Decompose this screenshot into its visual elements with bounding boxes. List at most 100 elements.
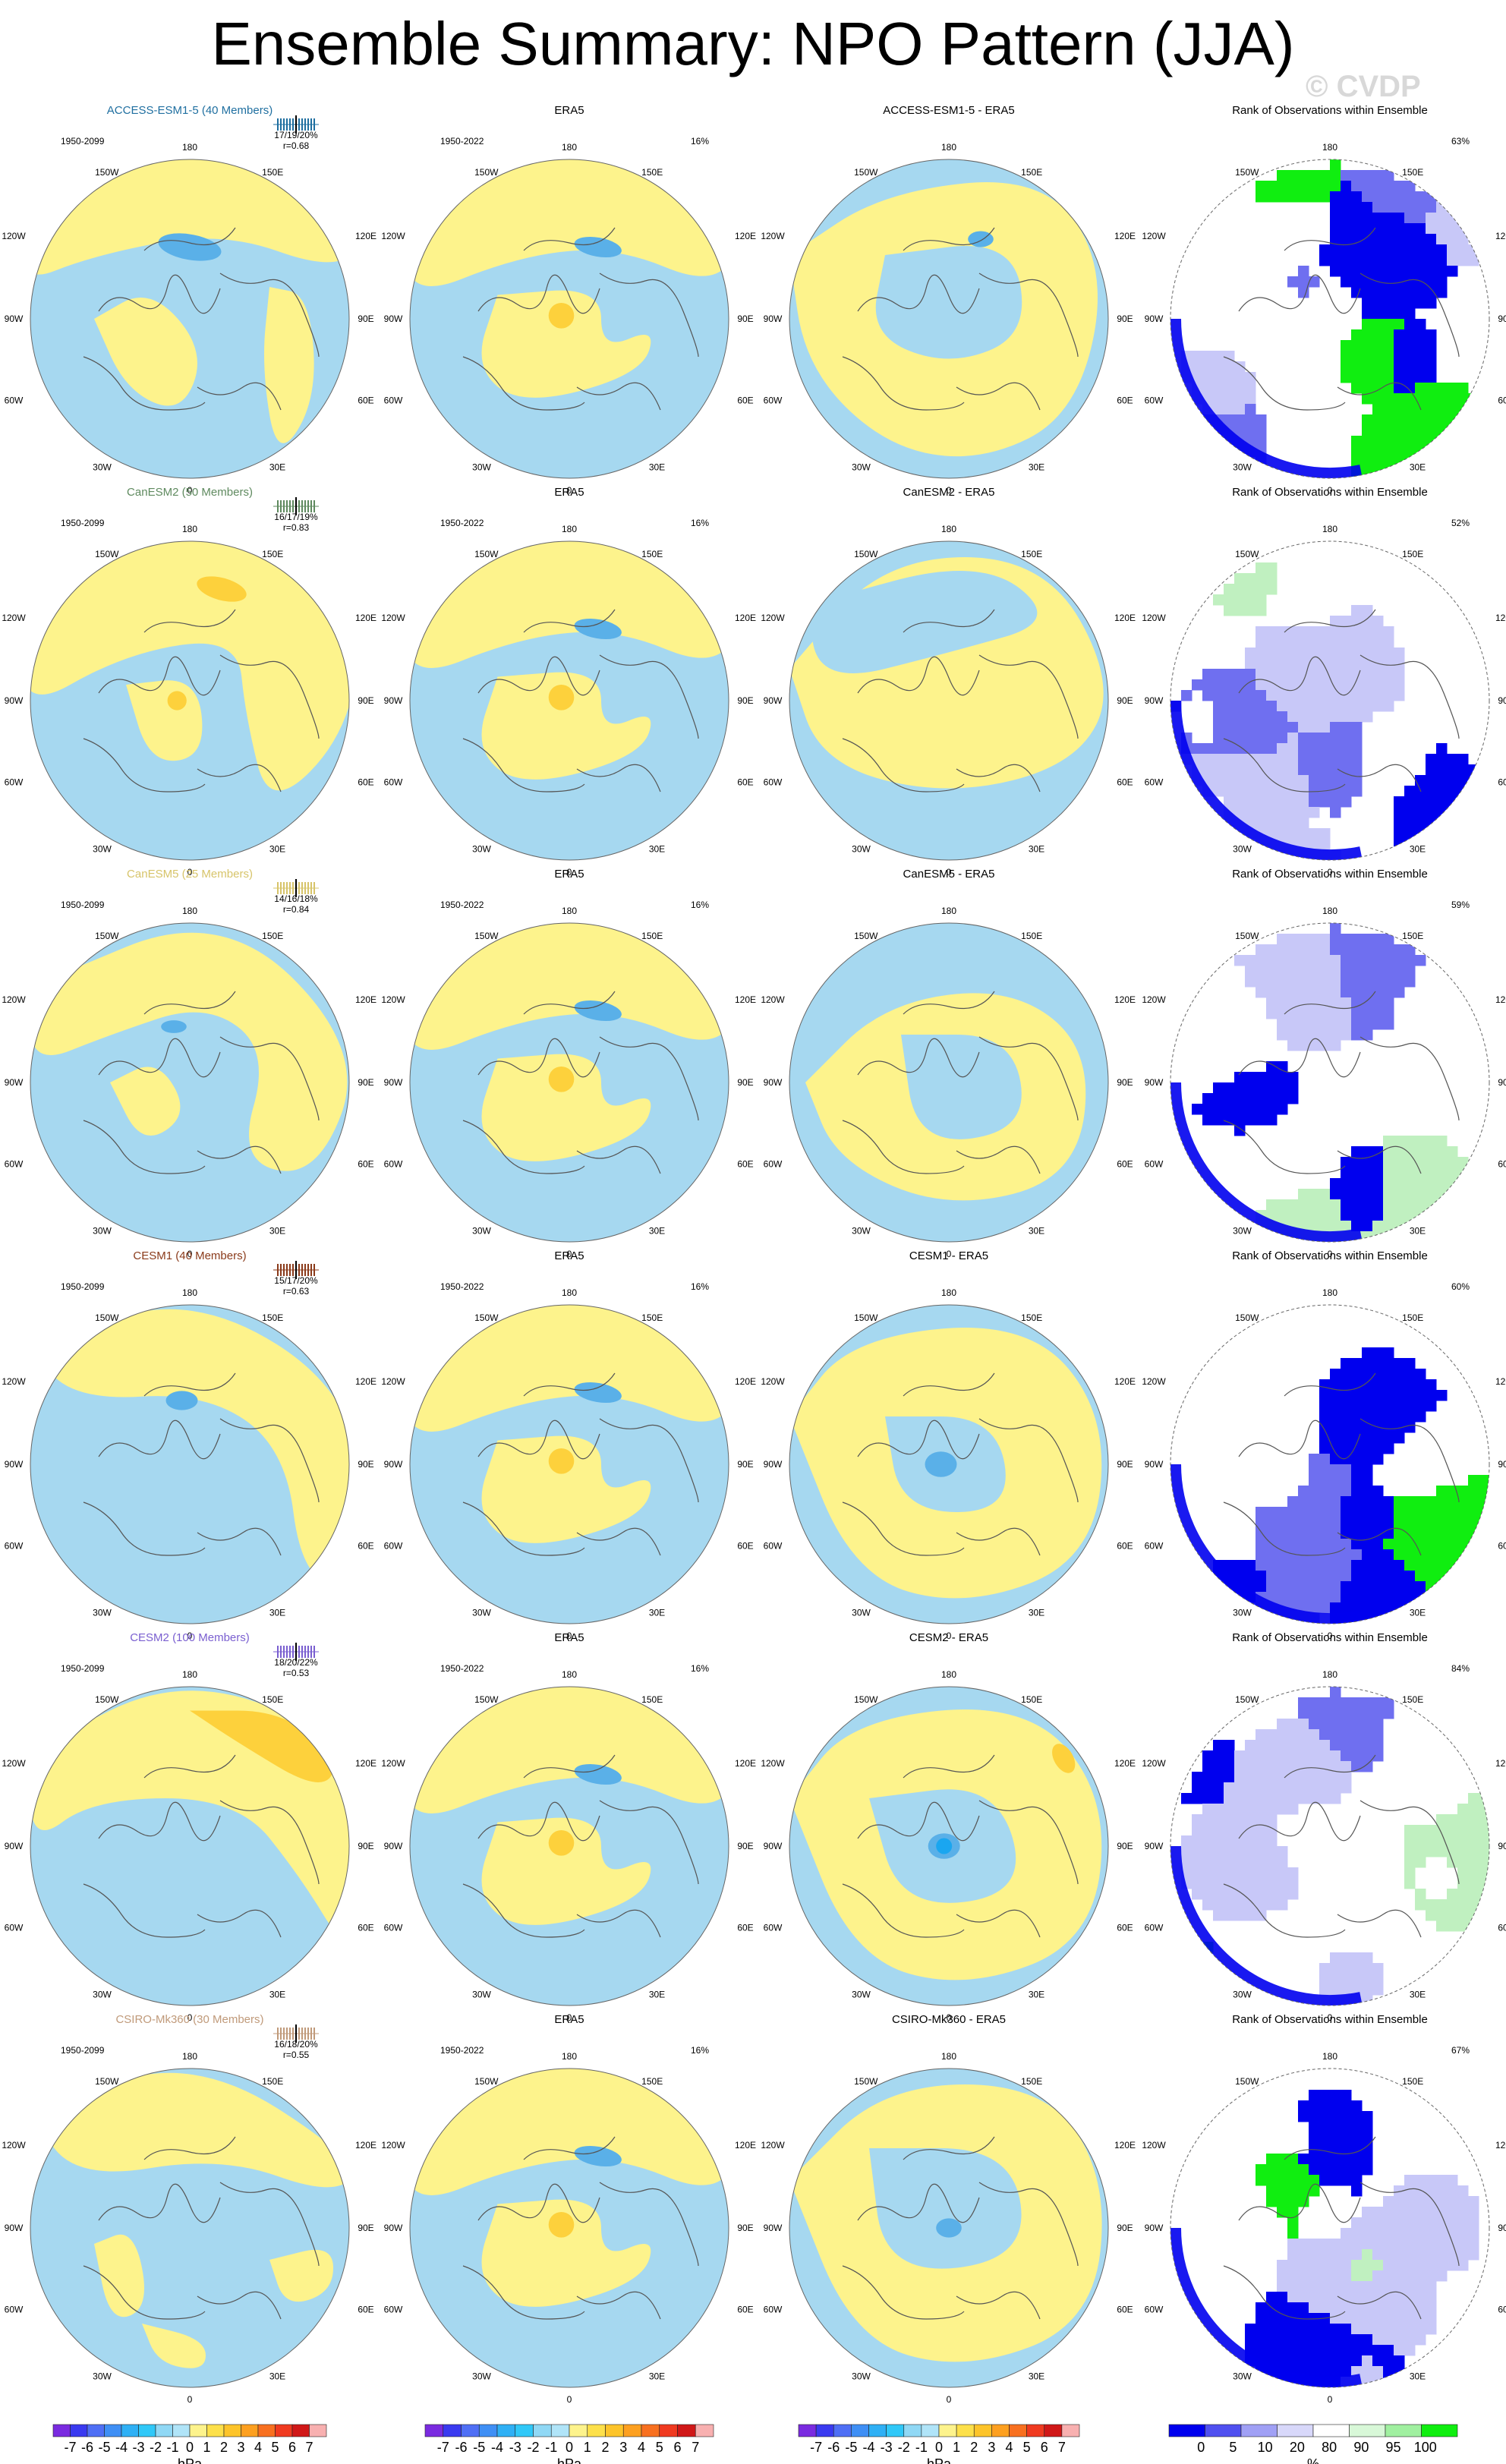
lon-label: 0 <box>1328 1631 1333 1641</box>
lon-label: 60W <box>384 1158 403 1169</box>
colorbar-swatch <box>1009 2424 1027 2437</box>
colorbar-tick: 5 <box>1023 2440 1031 2455</box>
lon-label: 0 <box>947 1249 952 1259</box>
lon-label: 180 <box>941 906 956 916</box>
lon-label: 30W <box>472 844 491 855</box>
lon-label: 60W <box>5 1922 24 1933</box>
lon-label: 120E <box>1114 1758 1136 1769</box>
colorbar-tick: 95 <box>1386 2440 1401 2455</box>
lon-label: 120E <box>735 613 756 623</box>
lon-label: 90E <box>1117 1459 1133 1470</box>
lon-label: 90W <box>1145 2223 1164 2233</box>
rank-map-row-2: 180 150W 150E 120W 120E 90W 90E 60W 60E 30W 30E 0 <box>1142 906 1506 1259</box>
colorbar-swatch <box>956 2424 975 2437</box>
lon-label: 60E <box>1498 1922 1506 1933</box>
colorbar-swatch <box>52 2424 71 2437</box>
lon-label: 90E <box>1117 1077 1133 1088</box>
lon-label: 30E <box>649 844 665 855</box>
model-spread: 15/17/20% <box>274 1275 318 1286</box>
colorbar-swatch <box>659 2424 678 2437</box>
lon-label: 90E <box>1498 695 1506 706</box>
lon-label: 60W <box>764 395 783 405</box>
lon-label: 60W <box>1145 1540 1164 1551</box>
model-title: CanESM5 (25 Members) <box>127 868 253 881</box>
obs-period: 1950-2022 <box>440 1281 484 1292</box>
lon-label: 30E <box>1029 1608 1044 1618</box>
lon-label: 30W <box>852 462 871 473</box>
lon-label: 90W <box>384 2223 403 2233</box>
lon-label: 0 <box>187 867 193 878</box>
lon-label: 180 <box>1322 906 1337 916</box>
colorbar-tick: 7 <box>305 2440 313 2455</box>
lon-label: 60E <box>1117 1922 1133 1933</box>
lon-label: 90W <box>764 1841 783 1851</box>
colorbar-swatch <box>569 2424 588 2437</box>
lon-label: 150W <box>854 931 878 941</box>
rank-map-row-0: 180 150W 150E 120W 120E 90W 90E 60W 60E 30W 30E 0 <box>1142 142 1506 496</box>
lon-label: 150E <box>1021 2076 1042 2087</box>
colorbar-tick: 3 <box>237 2440 244 2455</box>
lon-label: 120W <box>1142 231 1166 241</box>
lon-label: 150E <box>262 2076 283 2087</box>
lon-label: 180 <box>1322 1287 1337 1298</box>
lon-label: 90W <box>1145 1841 1164 1851</box>
colorbar-tick: -2 <box>898 2440 910 2455</box>
colorbar-tick: 6 <box>673 2440 681 2455</box>
lon-label: 60E <box>1498 395 1506 405</box>
lon-label: 60W <box>384 395 403 405</box>
lon-label: 90E <box>358 314 373 324</box>
lon-label: 120E <box>735 1758 756 1769</box>
colorbar-swatch <box>851 2424 869 2437</box>
lon-label: 60W <box>384 777 403 787</box>
lon-label: 120W <box>381 994 405 1005</box>
lon-label: 90E <box>358 1841 373 1851</box>
lon-label: 30E <box>649 2371 665 2382</box>
model-period: 1950-2099 <box>61 136 105 147</box>
lon-label: 60E <box>1117 1540 1133 1551</box>
lon-label: 60W <box>1145 2304 1164 2314</box>
lon-label: 30E <box>649 1990 665 2000</box>
diff-title: CESM2 - ERA5 <box>909 1631 988 1644</box>
colorbar-tick: 0 <box>935 2440 943 2455</box>
diff-title: CanESM5 - ERA5 <box>903 868 995 881</box>
rank-map-row-1: 180 150W 150E 120W 120E 90W 90E 60W 60E 30W 30E 0 <box>1142 524 1506 878</box>
lon-label: 120E <box>1495 613 1506 623</box>
colorbar-tick: 3 <box>988 2440 995 2455</box>
lon-label: 60W <box>764 1540 783 1551</box>
lon-label: 30W <box>93 1226 112 1237</box>
colorbar-tick: -4 <box>491 2440 503 2455</box>
colorbar-swatch <box>291 2424 310 2437</box>
lon-label: 30W <box>852 844 871 855</box>
lon-label: 90E <box>1117 695 1133 706</box>
colorbar-tick: 1 <box>203 2440 210 2455</box>
lon-label: 30E <box>269 1990 285 2000</box>
lon-label: 120E <box>355 1758 376 1769</box>
lon-label: 0 <box>947 485 952 496</box>
colorbar-tick: 10 <box>1258 2440 1273 2455</box>
lon-label: 30E <box>1410 1990 1426 2000</box>
colorbar-swatch <box>903 2424 922 2437</box>
lon-label: 90W <box>1145 695 1164 706</box>
obs-colorbar: -7 -6 -5 -4 -3 -2 -1 0 1 2 3 4 5 6 7 hPa <box>424 2424 714 2464</box>
lon-label: 60W <box>5 2304 24 2314</box>
lon-label: 120W <box>761 994 785 1005</box>
lon-label: 60E <box>1117 1158 1133 1169</box>
lon-label: 60E <box>358 2304 373 2314</box>
lon-label: 180 <box>182 142 197 153</box>
model-title: CESM2 (100 Members) <box>130 1631 250 1644</box>
colorbar-swatch <box>309 2424 327 2437</box>
obs-pct: 16% <box>691 136 709 147</box>
colorbar-swatch <box>938 2424 957 2437</box>
colorbar-tick: 0 <box>566 2440 573 2455</box>
model-period: 1950-2099 <box>61 518 105 528</box>
lon-label: 30W <box>472 462 491 473</box>
rank-pct: 59% <box>1451 900 1470 910</box>
colorbar-tick: 1 <box>953 2440 960 2455</box>
rank-title: Rank of Observations within Ensemble <box>1232 1249 1428 1262</box>
lon-label: 30E <box>1029 844 1044 855</box>
colorbar-swatch <box>206 2424 225 2437</box>
colorbar-tick: 7 <box>692 2440 699 2455</box>
lon-label: 180 <box>562 906 577 916</box>
lon-label: 30E <box>649 462 665 473</box>
